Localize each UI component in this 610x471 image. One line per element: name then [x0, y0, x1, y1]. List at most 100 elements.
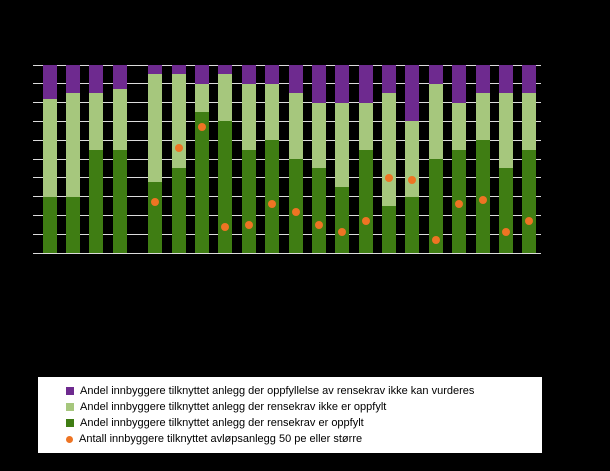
bar-segment-light_green — [475, 93, 490, 141]
bar-17 — [428, 65, 443, 253]
count-dot-marker — [221, 222, 230, 231]
count-dot-marker — [174, 143, 183, 152]
bar-segment-light_green — [148, 74, 163, 182]
bar-segment-purple — [171, 65, 186, 75]
count-dot-marker — [338, 228, 347, 237]
bar-segment-light_green — [311, 102, 326, 169]
legend-label: Andel innbyggere tilknyttet anlegg der o… — [80, 385, 475, 397]
bar-segment-dark_green — [358, 149, 373, 253]
count-dot-marker — [385, 173, 394, 182]
bar-segment-light_green — [522, 93, 537, 150]
y-axis-tick — [33, 139, 38, 141]
bar-segment-purple — [405, 65, 420, 122]
y-axis-tick — [33, 64, 38, 66]
bar-segment-dark_green — [428, 159, 443, 253]
bar-segment-dark_green — [171, 168, 186, 253]
bar-segment-purple — [288, 65, 303, 94]
legend-swatch-orange-dot — [66, 435, 73, 443]
bar-segment-dark_green — [194, 112, 209, 253]
bar-segment-purple — [475, 65, 490, 94]
bar-segment-light_green — [405, 121, 420, 197]
bar-segment-dark_green — [241, 149, 256, 253]
bar-segment-light_green — [194, 83, 209, 112]
bar-segment-dark_green — [335, 187, 350, 253]
bar-10 — [265, 65, 280, 253]
bar-segment-dark_green — [89, 149, 104, 253]
legend-label: Antall innbyggere tilknyttet avløpsanleg… — [79, 433, 363, 445]
bar-3 — [89, 65, 104, 253]
bar-segment-purple — [42, 65, 57, 99]
bar-segment-light_green — [112, 89, 127, 150]
bar-segment-dark_green — [265, 140, 280, 253]
bar-segment-purple — [89, 65, 104, 94]
bar-segment-light_green — [428, 83, 443, 159]
bar-segment-purple — [522, 65, 537, 94]
count-dot-marker — [244, 220, 253, 229]
y-axis-tick — [33, 158, 38, 160]
count-dot-marker — [478, 196, 487, 205]
bar-segment-light_green — [288, 93, 303, 159]
count-dot-marker — [408, 175, 417, 184]
bar-1 — [42, 65, 57, 253]
bar-segment-purple — [241, 65, 256, 84]
bar-segment-light_green — [382, 93, 397, 206]
y-axis-tick — [33, 120, 38, 122]
count-dot-marker — [431, 235, 440, 244]
bar-segment-dark_green — [288, 159, 303, 253]
bar-segment-purple — [265, 65, 280, 84]
count-dot-marker — [525, 217, 534, 226]
bar-14 — [358, 65, 373, 253]
bar-segment-purple — [66, 65, 81, 94]
bar-8 — [218, 65, 233, 253]
y-axis-tick — [33, 102, 38, 104]
bar-2 — [66, 65, 81, 253]
y-axis-tick — [33, 83, 38, 85]
legend-swatch-light-green — [66, 403, 74, 411]
legend-label: Andel innbyggere tilknyttet anlegg der r… — [80, 417, 364, 429]
bar-segment-light_green — [358, 102, 373, 150]
bar-segment-purple — [112, 65, 127, 90]
bar-segment-dark_green — [522, 149, 537, 253]
bar-segment-purple — [498, 65, 513, 94]
bar-segment-dark_green — [112, 149, 127, 253]
bar-segment-light_green — [89, 93, 104, 150]
bar-segment-purple — [358, 65, 373, 103]
bar-segment-dark_green — [405, 196, 420, 253]
bar-18 — [452, 65, 467, 253]
legend-item-population-count: Antall innbyggere tilknyttet avløpsanleg… — [66, 432, 534, 446]
bar-20 — [498, 65, 513, 253]
bar-16 — [405, 65, 420, 253]
gridline — [38, 252, 541, 254]
bar-12 — [311, 65, 326, 253]
bar-segment-dark_green — [148, 181, 163, 253]
y-axis-tick — [33, 196, 38, 198]
bar-segment-light_green — [335, 102, 350, 188]
y-axis-tick — [33, 214, 38, 216]
bar-segment-light_green — [452, 102, 467, 150]
bar-15 — [382, 65, 397, 253]
bar-segment-purple — [452, 65, 467, 103]
bar-segment-purple — [148, 65, 163, 75]
bar-4 — [112, 65, 127, 253]
bar-21 — [522, 65, 537, 253]
bar-segment-light_green — [171, 74, 186, 169]
count-dot-marker — [501, 228, 510, 237]
bar-7 — [194, 65, 209, 253]
legend-swatch-purple — [66, 387, 74, 395]
bar-segment-light_green — [498, 93, 513, 169]
legend: Andel innbyggere tilknyttet anlegg der o… — [38, 377, 542, 453]
bar-segment-light_green — [241, 83, 256, 150]
bar-segment-dark_green — [218, 121, 233, 253]
bar-13 — [335, 65, 350, 253]
count-dot-marker — [291, 207, 300, 216]
bar-segment-light_green — [42, 98, 57, 197]
bar-segment-light_green — [265, 83, 280, 141]
count-dot-marker — [197, 123, 206, 132]
plot-area — [33, 64, 541, 254]
count-dot-marker — [268, 200, 277, 209]
bar-segment-purple — [335, 65, 350, 103]
y-axis-tick — [33, 233, 38, 235]
count-dot-marker — [361, 217, 370, 226]
legend-item-fulfilled: Andel innbyggere tilknyttet anlegg der r… — [66, 416, 534, 430]
